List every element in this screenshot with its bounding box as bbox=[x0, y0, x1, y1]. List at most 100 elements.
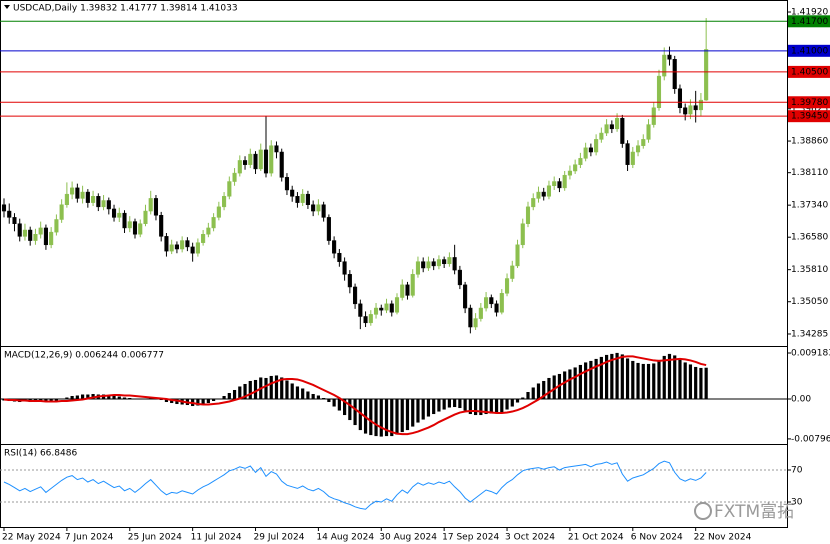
candle-body bbox=[641, 139, 646, 146]
candle-body bbox=[672, 58, 677, 90]
candle-body bbox=[599, 132, 604, 140]
macd-bar bbox=[280, 377, 284, 400]
macd-bar bbox=[337, 399, 341, 411]
candle-body bbox=[347, 274, 352, 288]
candle-body bbox=[594, 139, 599, 153]
macd-title: MACD(12,26,9) 0.006244 0.006777 bbox=[4, 351, 164, 361]
macd-bar bbox=[500, 399, 504, 413]
macd-bar bbox=[405, 399, 410, 431]
x-tick-label: 17 Sep 2024 bbox=[442, 533, 499, 543]
chart-title: USDCAD,Daily 1.39832 1.41777 1.39814 1.4… bbox=[13, 4, 238, 14]
candle-body bbox=[7, 210, 12, 218]
macd-bar bbox=[227, 392, 231, 400]
candle-body bbox=[80, 191, 85, 199]
macd-bar bbox=[374, 399, 378, 437]
candle-body bbox=[531, 198, 536, 208]
candle-body bbox=[400, 284, 405, 298]
candle-body bbox=[174, 244, 179, 250]
candle-body bbox=[1, 204, 7, 212]
candle-body bbox=[379, 307, 384, 311]
candle-body bbox=[693, 105, 698, 111]
macd-bar bbox=[536, 383, 541, 400]
macd-bar bbox=[683, 362, 687, 400]
macd-bar bbox=[269, 375, 273, 400]
macd-bar bbox=[615, 352, 619, 400]
candle-body bbox=[573, 164, 578, 172]
y-tick-label: 1.41920 bbox=[791, 8, 828, 18]
macd-bar bbox=[437, 399, 441, 412]
macd-bar bbox=[678, 358, 682, 400]
candle-body bbox=[232, 172, 237, 182]
macd-bar bbox=[138, 399, 142, 400]
level-label: 1.41000 bbox=[791, 46, 828, 56]
candle-body bbox=[635, 145, 641, 153]
candle-body bbox=[557, 181, 562, 189]
macd-bar bbox=[390, 399, 394, 437]
macd-bar bbox=[248, 380, 252, 400]
candle-body bbox=[494, 303, 499, 313]
macd-bar bbox=[568, 369, 572, 400]
candle-body bbox=[227, 181, 232, 197]
candle-body bbox=[122, 212, 127, 229]
candle-body bbox=[452, 257, 457, 271]
macd-bar bbox=[426, 399, 431, 417]
candle-body bbox=[625, 143, 630, 165]
macd-bar bbox=[625, 358, 630, 400]
candle-body bbox=[358, 303, 363, 317]
macd-bar bbox=[636, 362, 640, 400]
macd-bar bbox=[552, 375, 556, 400]
macd-bar bbox=[688, 364, 693, 400]
candle-body bbox=[101, 200, 106, 208]
macd-bar bbox=[348, 399, 352, 421]
candle-body bbox=[269, 145, 274, 174]
candle-body bbox=[704, 49, 709, 101]
macd-bar bbox=[343, 399, 347, 416]
macd-bar bbox=[521, 397, 525, 400]
y-tick-label: 1.39625 bbox=[791, 104, 828, 114]
candle-body bbox=[567, 170, 572, 176]
macd-bar bbox=[542, 380, 546, 400]
candle-body bbox=[159, 215, 164, 237]
candle-body bbox=[688, 105, 693, 115]
x-tick-label: 6 Nov 2024 bbox=[631, 533, 683, 543]
candle-body bbox=[216, 206, 221, 218]
level-label: 1.39450 bbox=[791, 112, 828, 122]
macd-bar bbox=[86, 394, 90, 400]
candle-body bbox=[253, 153, 258, 170]
candle-body bbox=[504, 278, 510, 294]
macd-bar bbox=[447, 399, 451, 408]
x-tick-label: 22 May 2024 bbox=[2, 533, 61, 543]
level-box bbox=[788, 110, 830, 123]
macd-bar bbox=[573, 367, 577, 400]
candle-body bbox=[138, 223, 143, 235]
candle-body bbox=[515, 244, 520, 267]
candle-body bbox=[164, 236, 169, 252]
candle-body bbox=[190, 246, 195, 254]
candle-body bbox=[64, 193, 69, 205]
macd-bar bbox=[458, 399, 462, 409]
macd-bar bbox=[143, 398, 148, 400]
candle-body bbox=[389, 303, 394, 313]
candle-body bbox=[583, 147, 588, 159]
signal-line bbox=[3, 355, 707, 436]
candle-body bbox=[28, 229, 33, 241]
macd-bar bbox=[232, 389, 237, 400]
macd-bar bbox=[369, 399, 373, 436]
macd-bar bbox=[652, 363, 656, 400]
macd-bar bbox=[196, 399, 200, 406]
y-tick-label: 70 bbox=[791, 466, 803, 476]
y-tick-label: 0.009183 bbox=[791, 348, 830, 358]
candle-body bbox=[353, 286, 358, 305]
candle-body bbox=[426, 261, 431, 269]
x-tick-label: 30 Aug 2024 bbox=[379, 533, 437, 543]
macd-bar bbox=[641, 363, 645, 400]
macd-bar bbox=[395, 399, 399, 435]
candle-body bbox=[143, 210, 148, 224]
candle-body bbox=[17, 223, 22, 237]
macd-bar bbox=[421, 399, 425, 420]
candle-body bbox=[153, 198, 159, 216]
y-tick-label: -0.007962 bbox=[791, 434, 830, 444]
candle-body bbox=[604, 124, 609, 134]
macd-bar bbox=[117, 396, 121, 400]
candle-body bbox=[211, 217, 216, 229]
